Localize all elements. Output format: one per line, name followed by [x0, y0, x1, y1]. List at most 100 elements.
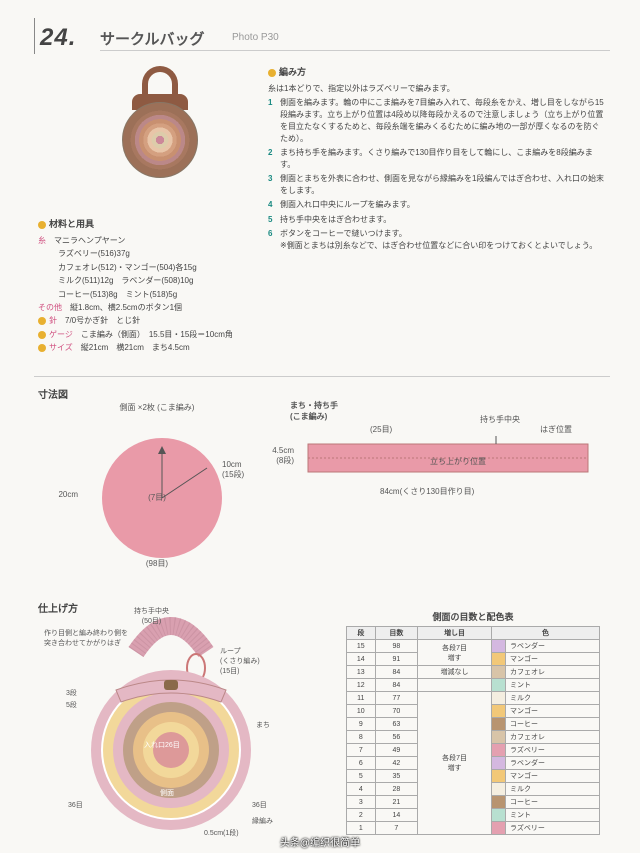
- color-swatch: [491, 796, 505, 809]
- watermark: 头条@编织很简单: [0, 834, 640, 849]
- gauge-label: ゲージ: [49, 330, 73, 339]
- table-cell: 4: [347, 783, 376, 796]
- circle-diam: 20cm: [38, 490, 78, 499]
- table-cell: [418, 679, 492, 692]
- size-label: サイズ: [49, 343, 73, 352]
- color-name: ラベンダー: [505, 757, 599, 770]
- materials-section: 材料と用具 糸 マニラヘンプヤーン ラズベリー(516)37g カフェオレ(51…: [38, 218, 248, 355]
- table-row: 1177各段7目 増すミルク: [347, 692, 600, 705]
- bullet-icon: [38, 344, 46, 352]
- color-name: マンゴー: [505, 705, 599, 718]
- table-header: 段: [347, 627, 376, 640]
- table-cell: 各段7目 増す: [418, 640, 492, 666]
- color-name: マンゴー: [505, 653, 599, 666]
- table-cell: 13: [347, 666, 376, 679]
- color-swatch: [491, 640, 505, 653]
- product-photo: [110, 64, 210, 199]
- circle-right: 10cm (15段): [222, 460, 262, 480]
- gauge-value: こま編み（側面） 15.5目・15段＝10cm角: [81, 330, 233, 339]
- color-name: ミルク: [505, 692, 599, 705]
- table-header: 増し目: [418, 627, 492, 640]
- color-swatch: [491, 718, 505, 731]
- circle-diagram: 側面 ×2枚 (こま編み) 20cm (7目) (98目) 10cm (15段): [82, 400, 232, 570]
- step: 2まち持ち手を編みます。くさり編みで130目作り目をして輪にし、こま編みを8段編…: [268, 147, 606, 171]
- table-cell: 14: [375, 809, 418, 822]
- color-table: 段目数増し目色 1598各段7目 増すラベンダー1491マンゴー1384増減なし…: [346, 626, 600, 835]
- yarn-line: ミルク(511)12g ラベンダー(508)10g: [38, 275, 248, 287]
- color-swatch: [491, 822, 505, 835]
- color-swatch: [491, 731, 505, 744]
- instructions-heading: 編み方: [268, 66, 606, 80]
- step-number: 3: [268, 173, 280, 197]
- table-cell: 7: [375, 822, 418, 835]
- table-cell: 56: [375, 731, 418, 744]
- opening-label: 入れ口26目: [144, 740, 180, 750]
- step-number: 4: [268, 199, 280, 211]
- color-name: カフェオレ: [505, 666, 599, 679]
- instructions-section: 編み方 糸は1本どりで、指定以外はラズベリーで編みます。 1側面を編みます。輪の…: [268, 66, 606, 254]
- color-name: ミルク: [505, 783, 599, 796]
- table-cell: 63: [375, 718, 418, 731]
- materials-heading: 材料と用具: [38, 218, 248, 232]
- table-cell: 3: [347, 796, 376, 809]
- table-row: 1284ミント: [347, 679, 600, 692]
- circle-center: (7目): [82, 492, 232, 503]
- step-number: 5: [268, 214, 280, 226]
- color-swatch: [491, 757, 505, 770]
- table-cell: 70: [375, 705, 418, 718]
- color-name: ミント: [505, 679, 599, 692]
- circle-bottom: (98目): [82, 558, 232, 569]
- strap-bottom: 84cm(くさり130目作り目): [380, 486, 474, 497]
- pattern-number: 24.: [40, 24, 76, 52]
- header-rule: [34, 18, 35, 54]
- table-title: 側面の目数と配色表: [346, 610, 600, 623]
- table-cell: 98: [375, 640, 418, 653]
- rows3-label: 3段: [66, 688, 77, 698]
- step-number: 2: [268, 147, 280, 171]
- needle-label: 針: [49, 316, 57, 325]
- table-cell: 84: [375, 679, 418, 692]
- table-cell: 10: [347, 705, 376, 718]
- instructions-heading-text: 編み方: [279, 67, 306, 77]
- table-cell: 5: [347, 770, 376, 783]
- bullet-icon: [38, 317, 46, 325]
- step-text: 持ち手中央をはぎ合わせます。: [280, 214, 606, 226]
- color-swatch: [491, 744, 505, 757]
- table-cell: 14: [347, 653, 376, 666]
- steps-list: 1側面を編みます。輪の中にこま編みを7目編み入れて、毎段糸をかえ、増し目をしなが…: [268, 97, 606, 252]
- color-swatch: [491, 679, 505, 692]
- other-label: その他: [38, 303, 62, 312]
- table-cell: 21: [375, 796, 418, 809]
- section-divider: [34, 376, 610, 377]
- table-cell: 2: [347, 809, 376, 822]
- table-cell: 84: [375, 666, 418, 679]
- color-swatch: [491, 653, 505, 666]
- color-table-section: 側面の目数と配色表 段目数増し目色 1598各段7目 増すラベンダー1491マン…: [346, 610, 600, 835]
- strap-riser: 立ち上がり位置: [430, 456, 486, 467]
- table-cell: 91: [375, 653, 418, 666]
- table-header-row: 段目数増し目色: [347, 627, 600, 640]
- strap-top-left: (25目): [370, 424, 392, 435]
- step: 6ボタンをコーヒーで縫いつけます。※側面とまちは別糸などで、はぎ合わせ位置などに…: [268, 228, 606, 252]
- table-cell: 9: [347, 718, 376, 731]
- step: 3側面とまちを外表に合わせ、側面を見ながら縁編みを1段編んではぎ合わせ、入れ口の…: [268, 173, 606, 197]
- page: 24. サークルバッグ Photo P30 材料と用具 糸 マニラヘンプヤーン …: [0, 0, 640, 853]
- rows5-label: 5段: [66, 700, 77, 710]
- yarn-line: ラズベリー(516)37g: [38, 248, 248, 260]
- photo-ref: Photo P30: [232, 32, 279, 43]
- strap-left-dim: 4.5cm (8段): [266, 446, 294, 466]
- table-cell: 6: [347, 757, 376, 770]
- strap-diagram: まち・持ち手 (こま編み) (25目) 持ち手中央 はぎ位置 4.5cm (8段…: [290, 400, 600, 520]
- table-cell: 各段7目 増す: [418, 692, 492, 835]
- handle-note: 作り目側と編み終わり側を 突き合わせてかがりはぎ: [44, 628, 128, 648]
- table-cell: 42: [375, 757, 418, 770]
- stitch36b: 36目: [252, 800, 267, 810]
- color-name: ラズベリー: [505, 822, 599, 835]
- color-name: ミント: [505, 809, 599, 822]
- color-name: ラズベリー: [505, 744, 599, 757]
- step: 1側面を編みます。輪の中にこま編みを7目編み入れて、毎段糸をかえ、増し目をしなが…: [268, 97, 606, 145]
- handle-top-label: 持ち手中央 (50目): [134, 606, 169, 626]
- color-swatch: [491, 809, 505, 822]
- table-cell: 77: [375, 692, 418, 705]
- strap-title: まち・持ち手 (こま編み): [290, 400, 338, 422]
